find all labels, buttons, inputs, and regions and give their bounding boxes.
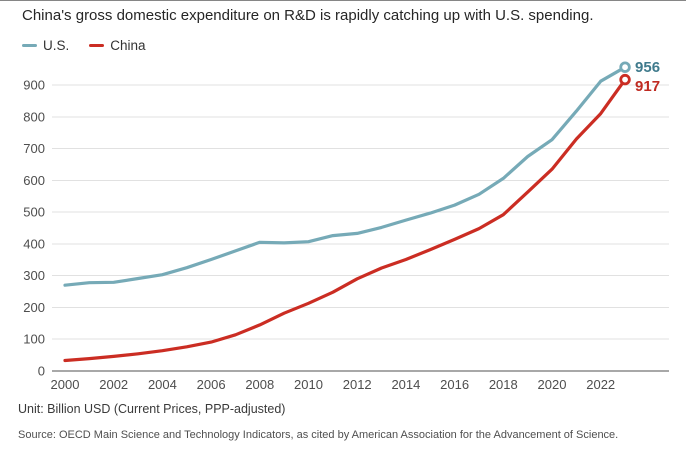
y-tick-label: 900 — [23, 78, 45, 93]
x-tick-label: 2020 — [538, 377, 567, 392]
y-tick-label: 200 — [23, 300, 45, 315]
source-note: Source: OECD Main Science and Technology… — [18, 429, 619, 441]
x-tick-label: 2014 — [391, 377, 420, 392]
x-tick-label: 2016 — [440, 377, 469, 392]
x-tick-label: 2006 — [197, 377, 226, 392]
us-end-value-label: 956 — [635, 59, 660, 76]
x-tick-label: 2018 — [489, 377, 518, 392]
x-tick-label: 2010 — [294, 377, 323, 392]
y-tick-label: 400 — [23, 236, 45, 251]
us-line — [63, 65, 627, 287]
chart-title: China's gross domestic expenditure on R&… — [22, 7, 594, 24]
y-tick-label: 800 — [23, 109, 45, 124]
china-end-marker — [619, 73, 631, 86]
legend-label-china: China — [110, 37, 146, 53]
x-tick-label: 2000 — [51, 377, 80, 392]
legend-label-us: U.S. — [43, 37, 70, 53]
y-tick-label: 0 — [38, 364, 45, 379]
y-tick-label: 500 — [23, 205, 45, 220]
x-tick-label: 2002 — [99, 377, 128, 392]
x-tick-label: 2012 — [343, 377, 372, 392]
chart-legend: U.S. China — [22, 37, 146, 53]
x-tick-label: 2004 — [148, 377, 177, 392]
us-end-marker — [619, 61, 631, 73]
unit-note: Unit: Billion USD (Current Prices, PPP-a… — [18, 402, 286, 416]
legend-item-china: China — [89, 37, 146, 53]
china-line — [63, 78, 627, 363]
x-tick-label: 2022 — [586, 377, 615, 392]
x-tick-label: 2008 — [245, 377, 274, 392]
china-end-value-label: 917 — [635, 78, 660, 95]
us-line-swatch — [22, 43, 37, 47]
y-tick-label: 600 — [23, 173, 45, 188]
y-tick-label: 700 — [23, 141, 45, 156]
y-tick-label: 300 — [23, 268, 45, 283]
legend-item-us: U.S. — [22, 38, 69, 53]
y-tick-label: 100 — [23, 332, 45, 347]
page-top-rule — [0, 0, 686, 1]
china-line-swatch — [89, 43, 105, 47]
